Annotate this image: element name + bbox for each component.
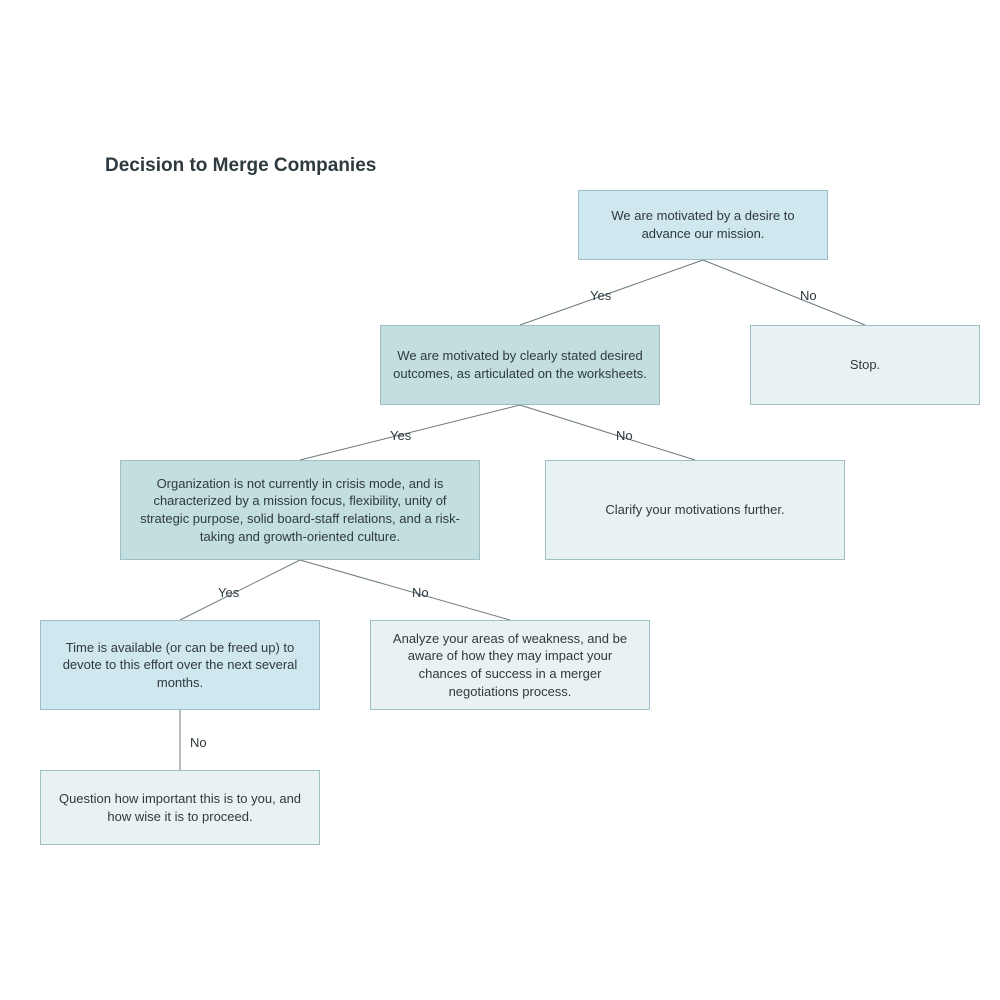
edge-label-yes: Yes <box>218 585 239 600</box>
node-text: Analyze your areas of weakness, and be a… <box>383 630 637 700</box>
node-text: Stop. <box>850 356 880 374</box>
node-mission-desire: We are motivated by a desire to advance … <box>578 190 828 260</box>
node-text: Clarify your motivations further. <box>605 501 784 519</box>
node-question-importance: Question how important this is to you, a… <box>40 770 320 845</box>
node-time-available: Time is available (or can be freed up) t… <box>40 620 320 710</box>
edge-label-yes: Yes <box>390 428 411 443</box>
node-clarify-motivation: Clarify your motivations further. <box>545 460 845 560</box>
edge-label-no: No <box>800 288 817 303</box>
edge-label-no: No <box>616 428 633 443</box>
node-analyze-weakness: Analyze your areas of weakness, and be a… <box>370 620 650 710</box>
edge-label-no: No <box>190 735 207 750</box>
edge-label-no: No <box>412 585 429 600</box>
node-text: Time is available (or can be freed up) t… <box>53 639 307 692</box>
node-text: Question how important this is to you, a… <box>53 790 307 825</box>
edge-label-yes: Yes <box>590 288 611 303</box>
node-text: We are motivated by clearly stated desir… <box>393 347 647 382</box>
node-stated-outcomes: We are motivated by clearly stated desir… <box>380 325 660 405</box>
node-text: Organization is not currently in crisis … <box>133 475 467 545</box>
diagram-title: Decision to Merge Companies <box>105 155 376 177</box>
node-stop: Stop. <box>750 325 980 405</box>
node-text: We are motivated by a desire to advance … <box>591 207 815 242</box>
node-org-not-crisis: Organization is not currently in crisis … <box>120 460 480 560</box>
